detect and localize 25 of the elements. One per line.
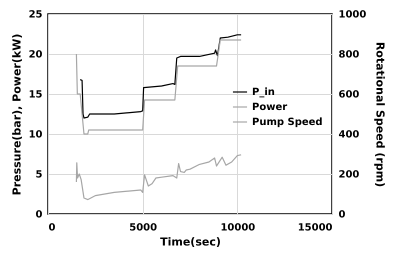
line-series <box>76 39 242 135</box>
legend-label: P_in <box>252 87 275 98</box>
y2-axis-title: Rotational Speed (rpm) <box>373 42 386 188</box>
y-tick-label: 0 <box>36 210 43 220</box>
y-tick-label: 15 <box>28 90 43 100</box>
y2-tick-label: 800 <box>338 50 360 60</box>
y-tick-label: 5 <box>36 170 43 180</box>
x-axis-title: Time(sec) <box>160 236 221 248</box>
x-tick-label: 10000 <box>220 222 256 234</box>
y2-tick-label: 600 <box>338 90 360 100</box>
y2-tick-label: 200 <box>338 170 360 180</box>
y-axis-title: Pressure(bar), Power(kW) <box>10 34 24 196</box>
x-tick-label: 5000 <box>129 222 158 234</box>
y2-tick-label: 0 <box>338 210 346 220</box>
x-tick-label: 15000 <box>298 222 333 234</box>
y2-tick-label: 400 <box>338 130 360 140</box>
line-series <box>76 154 242 200</box>
y-tick-label: 10 <box>28 130 43 140</box>
y-tick-label: 20 <box>28 50 43 60</box>
y-tick-label: 25 <box>28 10 43 20</box>
line-series <box>80 34 242 119</box>
x-tick-label: 0 <box>48 222 56 234</box>
legend-label: Pump Speed <box>252 117 323 128</box>
y2-tick-label: 1000 <box>338 10 366 20</box>
legend-label: Power <box>252 102 288 113</box>
